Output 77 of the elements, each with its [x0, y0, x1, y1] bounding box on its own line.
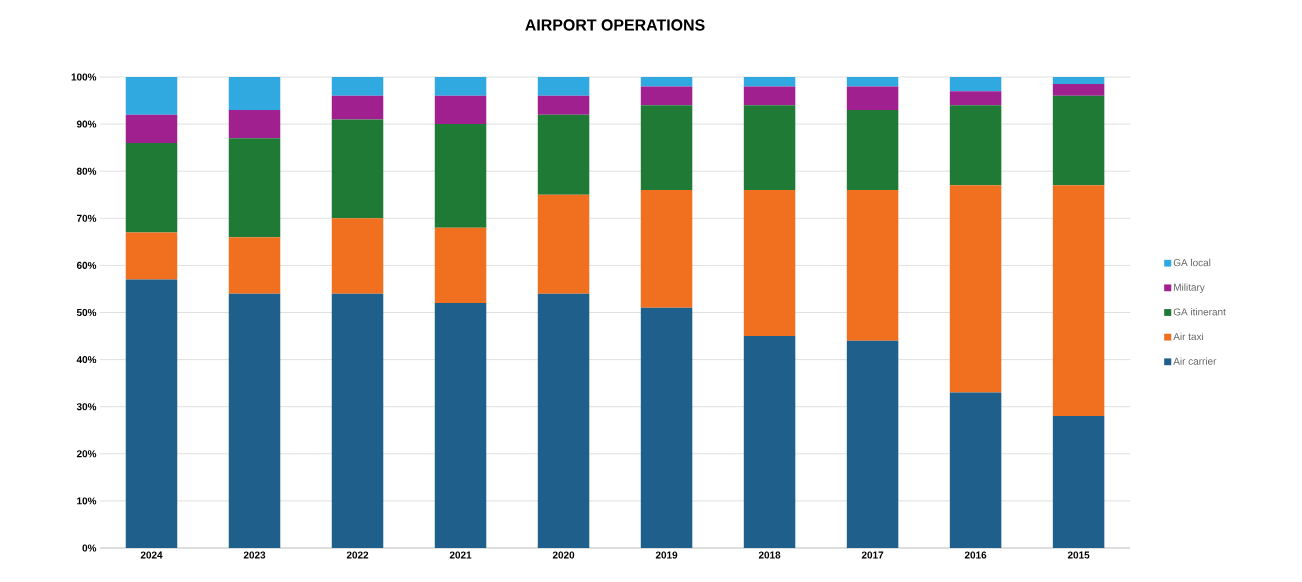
y-tick-label: 30% — [76, 403, 97, 411]
bar — [846, 190, 899, 341]
bar — [1052, 84, 1105, 96]
bar — [537, 293, 590, 548]
y-tick-label: 80% — [76, 167, 97, 175]
bar — [434, 76, 487, 96]
bar — [125, 279, 178, 548]
bar — [1052, 416, 1105, 548]
bar — [846, 86, 899, 110]
y-tick-label: 70% — [76, 214, 97, 222]
legend-label: Military — [1174, 283, 1205, 293]
bar — [846, 109, 899, 191]
bar — [434, 303, 487, 548]
x-tick-label: 2024 — [140, 551, 163, 559]
x-tick-label: 2023 — [243, 551, 266, 559]
bar — [743, 86, 796, 106]
bar — [537, 95, 590, 115]
bar — [228, 109, 281, 139]
legend-label: GA local — [1173, 258, 1211, 267]
bar — [1052, 185, 1105, 417]
bar — [125, 232, 178, 280]
bar — [331, 119, 384, 219]
y-tick-label: 0% — [82, 544, 97, 552]
bar — [743, 76, 796, 87]
x-tick-label: 2015 — [1067, 551, 1090, 559]
bar — [331, 76, 384, 96]
y-tick-label: 50% — [76, 308, 97, 317]
y-tick-label: 90% — [76, 120, 97, 128]
bar — [537, 194, 590, 294]
bar — [1052, 76, 1105, 85]
bar — [228, 237, 281, 294]
bar — [846, 340, 899, 548]
bar — [331, 218, 384, 294]
x-tick-label: 2016 — [964, 551, 987, 559]
bar — [743, 105, 796, 191]
bar — [949, 76, 1002, 92]
bar — [331, 293, 384, 548]
y-tick-label: 20% — [76, 450, 97, 458]
bar — [743, 190, 796, 337]
bar — [846, 76, 899, 87]
bar — [331, 95, 384, 120]
bar — [537, 76, 590, 96]
bar — [743, 336, 796, 548]
bar — [125, 142, 178, 233]
bar — [949, 91, 1002, 106]
bar — [640, 105, 693, 191]
legend-label: Air carrier — [1173, 357, 1217, 365]
bar — [228, 138, 281, 238]
bar — [640, 307, 693, 548]
legend-label: GA itinerant — [1173, 308, 1226, 316]
y-tick-label: 100% — [71, 73, 97, 81]
bar — [537, 114, 590, 195]
y-tick-label: 40% — [76, 356, 97, 364]
y-tick-label: 10% — [77, 497, 97, 505]
y-tick-label: 60% — [76, 261, 97, 269]
bar — [434, 227, 487, 304]
bar — [640, 190, 693, 308]
x-tick-label: 2017 — [861, 551, 884, 559]
bar — [949, 185, 1002, 393]
bar — [228, 76, 281, 110]
bar — [125, 76, 178, 115]
x-tick-label: 2021 — [449, 551, 472, 559]
chart-title: AIRPORT OPERATIONS — [525, 19, 705, 31]
x-tick-label: 2022 — [346, 551, 369, 559]
bar — [949, 392, 1002, 548]
x-tick-label: 2018 — [758, 551, 781, 559]
x-tick-label: 2020 — [552, 551, 575, 559]
legend-label: Air taxi — [1173, 332, 1204, 341]
bar — [640, 76, 693, 87]
bar — [949, 105, 1002, 186]
bar — [434, 124, 487, 228]
bar — [434, 95, 487, 125]
bar — [125, 114, 178, 143]
bar — [640, 86, 693, 106]
x-tick-label: 2019 — [655, 551, 678, 559]
bar — [228, 293, 281, 548]
bar — [1052, 95, 1105, 186]
